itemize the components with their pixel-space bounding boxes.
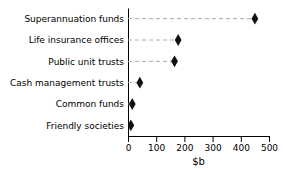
x-tick-label: 500	[261, 143, 278, 153]
dot	[136, 77, 143, 89]
x-tick: 100	[148, 136, 165, 153]
y-tick-label: Public unit trusts	[48, 57, 124, 67]
x-tick-mark	[184, 136, 185, 142]
stem	[128, 18, 255, 19]
y-axis: Friendly societies Common funds Cash manag…	[10, 9, 129, 137]
x-tick-label: 200	[176, 143, 193, 153]
x-tick-mark	[156, 136, 157, 142]
y-tick-label: Friendly societies	[46, 121, 124, 131]
x-tick: 400	[233, 136, 250, 153]
y-tick: Cash management trusts	[10, 78, 128, 88]
plot-area: 0 100 200 300 400 500 Friendly societies Common…	[10, 9, 278, 154]
y-tick-label: Cash management trusts	[10, 78, 124, 88]
x-tick: 0	[126, 136, 132, 153]
dot	[175, 34, 182, 46]
marks	[128, 13, 258, 131]
x-tick-mark	[241, 136, 242, 142]
x-tick-label: 300	[205, 143, 222, 153]
x-tick-label: 400	[233, 143, 250, 153]
x-tick-mark	[213, 136, 214, 142]
chart: 0 100 200 300 400 500 Friendly societies Common…	[0, 0, 283, 170]
x-axis: 0 100 200 300 400 500	[126, 136, 279, 153]
y-tick: Superannuation funds	[24, 14, 128, 24]
stem	[128, 40, 178, 41]
x-tick: 200	[176, 136, 193, 153]
y-tick: Common funds	[56, 99, 128, 109]
x-axis-label: $b	[192, 156, 205, 167]
axis-domain	[128, 9, 129, 137]
dot	[171, 55, 178, 67]
y-tick: Life insurance offices	[29, 35, 128, 45]
x-tick: 500	[261, 136, 278, 153]
x-tick-label: 0	[126, 143, 132, 153]
dot	[128, 119, 134, 131]
y-tick: Public unit trusts	[48, 57, 128, 67]
x-tick-label: 100	[148, 143, 165, 153]
axis-domain	[129, 137, 270, 143]
y-tick: Friendly societies	[46, 121, 128, 131]
x-tick-mark	[269, 136, 270, 142]
dot	[129, 98, 136, 110]
stem	[128, 61, 175, 62]
y-tick-label: Superannuation funds	[24, 14, 124, 24]
x-tick: 300	[205, 136, 222, 153]
dot	[252, 13, 259, 25]
y-tick-label: Common funds	[56, 99, 125, 109]
x-tick-mark	[128, 136, 129, 142]
y-tick-label: Life insurance offices	[29, 35, 125, 45]
